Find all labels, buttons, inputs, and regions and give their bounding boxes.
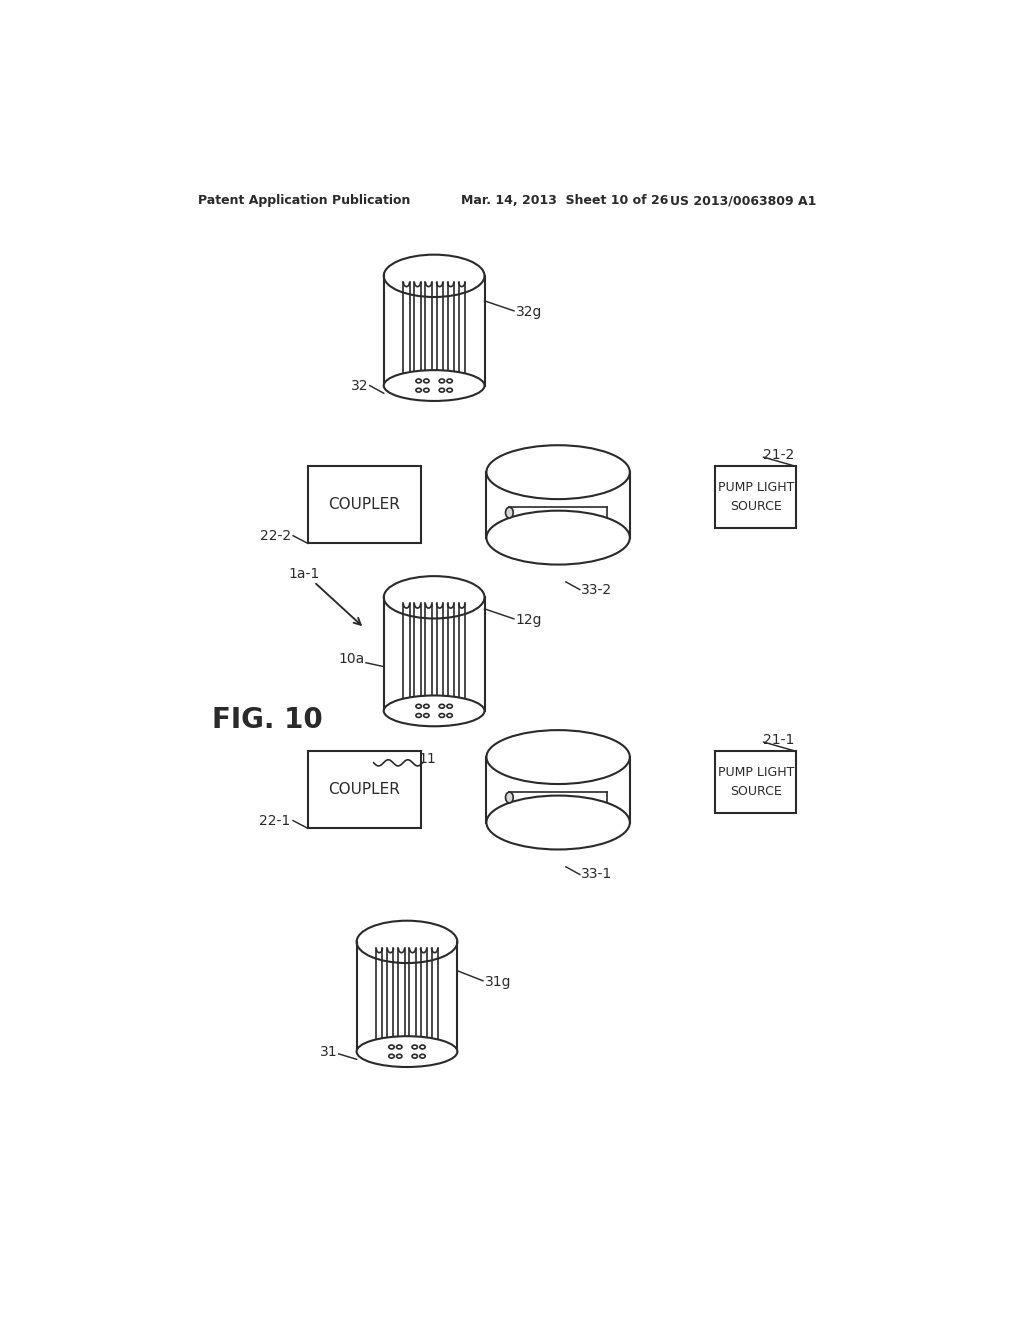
Text: 31: 31	[319, 1044, 337, 1059]
Ellipse shape	[506, 792, 513, 803]
Text: 11: 11	[419, 752, 436, 766]
Text: Mar. 14, 2013  Sheet 10 of 26: Mar. 14, 2013 Sheet 10 of 26	[461, 194, 669, 207]
Text: 21-1: 21-1	[764, 733, 795, 747]
Text: COUPLER: COUPLER	[329, 498, 400, 512]
Text: 12g: 12g	[515, 614, 542, 627]
Ellipse shape	[486, 796, 630, 850]
Text: 33-1: 33-1	[582, 867, 612, 882]
Text: FIG. 10: FIG. 10	[212, 706, 323, 734]
Text: COUPLER: COUPLER	[329, 783, 400, 797]
Ellipse shape	[384, 370, 484, 401]
Text: 21-2: 21-2	[764, 447, 795, 462]
Ellipse shape	[506, 507, 513, 517]
Text: 31g: 31g	[484, 975, 511, 989]
Text: PUMP LIGHT: PUMP LIGHT	[718, 482, 794, 495]
Text: PUMP LIGHT: PUMP LIGHT	[718, 767, 794, 779]
Text: 22-1: 22-1	[259, 813, 291, 828]
Text: Patent Application Publication: Patent Application Publication	[198, 194, 411, 207]
Text: SOURCE: SOURCE	[730, 785, 781, 797]
Text: 10a: 10a	[338, 652, 365, 665]
Bar	[308, 751, 421, 829]
Text: 22-2: 22-2	[260, 529, 291, 543]
Text: 32: 32	[351, 379, 369, 392]
Ellipse shape	[356, 1036, 458, 1067]
Text: SOURCE: SOURCE	[730, 500, 781, 513]
Ellipse shape	[486, 511, 630, 565]
Text: 33-2: 33-2	[582, 582, 612, 597]
Bar	[308, 466, 421, 544]
Text: 1a-1: 1a-1	[289, 568, 319, 581]
Ellipse shape	[384, 696, 484, 726]
Bar	[715, 466, 797, 528]
Text: US 2013/0063809 A1: US 2013/0063809 A1	[671, 194, 817, 207]
Bar	[715, 751, 797, 813]
Text: 32g: 32g	[515, 305, 542, 319]
